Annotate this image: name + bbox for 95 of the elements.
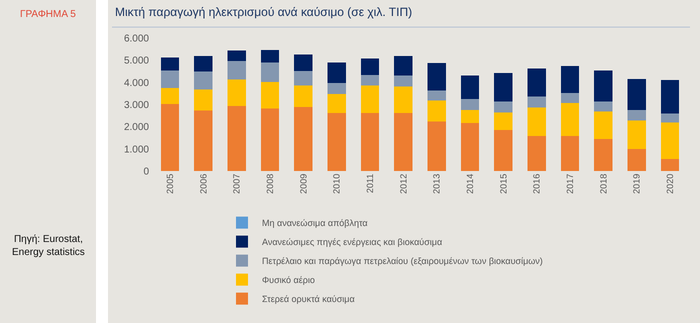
bar [394,56,412,76]
text: ΓΡΑΦΗΜΑ 5 [20,9,76,20]
bar [428,62,446,90]
bar [460,76,480,100]
legend-label: Πετρέλαιο και παράγωγα πετρελαίου (εξαιρουμένων των βιοκαυσίμων) [262,256,543,266]
x-tick-label: 2012 [398,174,408,194]
bar [260,82,280,108]
bar [628,148,646,171]
bar [328,62,346,83]
bar [160,88,180,104]
x-tick-label: 2006 [198,174,208,194]
x-tick-label: 2020 [664,174,675,194]
bar [160,70,180,88]
x-tick-label: 2009 [298,174,308,194]
x-tick-label: 2007 [232,174,242,194]
bar [294,70,312,86]
bar [260,108,280,171]
bar [594,102,612,112]
bar [528,107,546,136]
bar [628,110,646,121]
bar [294,54,312,71]
bar [360,74,380,86]
x-tick-label: 2005 [164,174,175,194]
bar [394,75,412,86]
bar [394,112,412,171]
bar [428,122,446,171]
y-tick-label: 5.000 [124,56,150,67]
x-tick-label: 2016 [532,174,542,194]
bar [394,86,412,113]
x-tick-label: 2008 [264,174,275,194]
bar [494,102,512,112]
bar [660,122,680,160]
bar [328,94,346,114]
x-tick-label: 2013 [432,174,442,194]
bar [460,110,480,123]
bar [194,90,212,110]
bar [228,60,246,80]
bar [428,90,446,101]
bar [494,130,512,171]
x-tick-label: 2010 [332,174,342,194]
bar [594,70,612,102]
x-tick-label: 2014 [464,174,475,194]
bar [360,86,380,114]
y-tick-label: 3.000 [124,100,150,111]
chart-title: Μικτή παραγωγή ηλεκτρισμού ανά καύσιμο (σε χιλ. ΤΙΠ) [115,5,412,20]
bar [528,96,546,108]
bar [460,99,480,110]
bar [494,112,512,130]
bar [294,85,312,108]
bar [494,73,512,102]
y-tick-label: 2.000 [124,122,150,134]
bar [160,104,180,171]
y-tick-label: 6.000 [124,34,150,44]
legend-label: Φυσικό αέριο [262,275,315,286]
bar [560,103,580,136]
bar [360,58,380,75]
x-tick-label: 2019 [632,174,642,194]
bar [628,120,646,149]
bar [260,50,280,63]
y-tick-label: 1.000 [124,144,150,156]
bar [360,113,380,171]
bar [260,62,280,82]
x-tick-label: 2011 [364,174,375,194]
bar [428,100,446,122]
bar [294,107,312,171]
x-tick-label: 2018 [598,174,608,194]
bar [228,106,246,171]
bar [660,159,680,171]
x-tick-label: 2017 [564,174,575,194]
bar [560,66,580,93]
legend-label: Μη ανανεώσιμα απόβλητα [262,218,368,228]
x-tick-label: 2015 [498,174,508,194]
y-tick-label: 0 [143,166,150,178]
bar [460,122,480,171]
bar [660,113,680,123]
legend-label: Στερεά ορυκτά καύσιμα [262,294,355,304]
y-tick-label: 4.000 [124,78,150,89]
bar [194,110,212,171]
bar [160,58,180,71]
bar [594,139,612,171]
bar [594,112,612,140]
bar [528,68,546,96]
bar [628,79,646,110]
legend-label: Ανανεώσιμες πηγές ενέργειας και βιοκαύσιμα [262,237,442,248]
bar [528,136,546,171]
bar [194,72,212,90]
bar [560,136,580,171]
bar [194,56,212,72]
bar [660,80,680,114]
text: Πηγή: Eurostat, Energy statistics [12,234,85,258]
bar [328,113,346,171]
bar [328,82,346,94]
bar [228,79,246,106]
bar [560,92,580,104]
bar [228,50,246,61]
